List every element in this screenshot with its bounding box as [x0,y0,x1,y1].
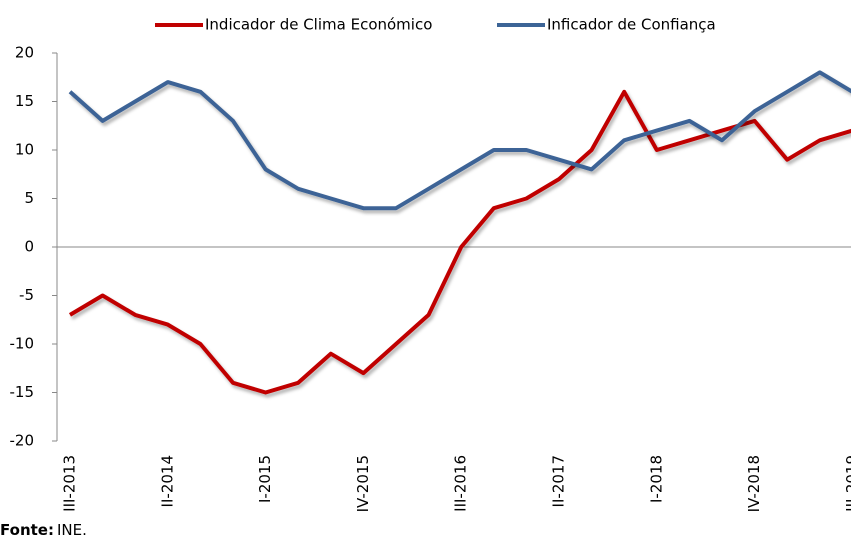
source-label: Fonte: [0,521,54,539]
x-tick-label: II-2017 [550,455,568,507]
legend-label: Indicador de Clima Económico [205,16,432,34]
x-tick-label: IV-2015 [354,455,372,512]
y-tick-label: 20 [15,44,34,62]
x-tick-label: III-2016 [452,455,470,512]
x-tick-label: III-2019 [843,455,851,512]
y-tick-label: 15 [15,92,34,110]
y-tick-label: -15 [10,383,35,401]
y-tick-label: 10 [15,141,34,159]
y-tick-label: -20 [10,432,35,450]
y-tick-label: -5 [19,286,34,304]
x-tick-label: I-2015 [256,455,274,503]
y-tick-label: 5 [24,189,34,207]
y-tick-label: -10 [10,335,35,353]
series-line [68,70,851,211]
x-tick-label: I-2018 [647,455,665,503]
y-tick-label: 0 [24,238,34,256]
source: Fonte: INE. [0,521,87,539]
x-tick-label: III-2013 [61,455,79,512]
series-line [68,89,851,395]
x-tick-label: IV-2018 [745,455,763,512]
legend-label: Inficador de Confiança [547,16,716,34]
source-text: INE. [57,521,87,539]
x-tick-label: II-2014 [158,455,176,507]
